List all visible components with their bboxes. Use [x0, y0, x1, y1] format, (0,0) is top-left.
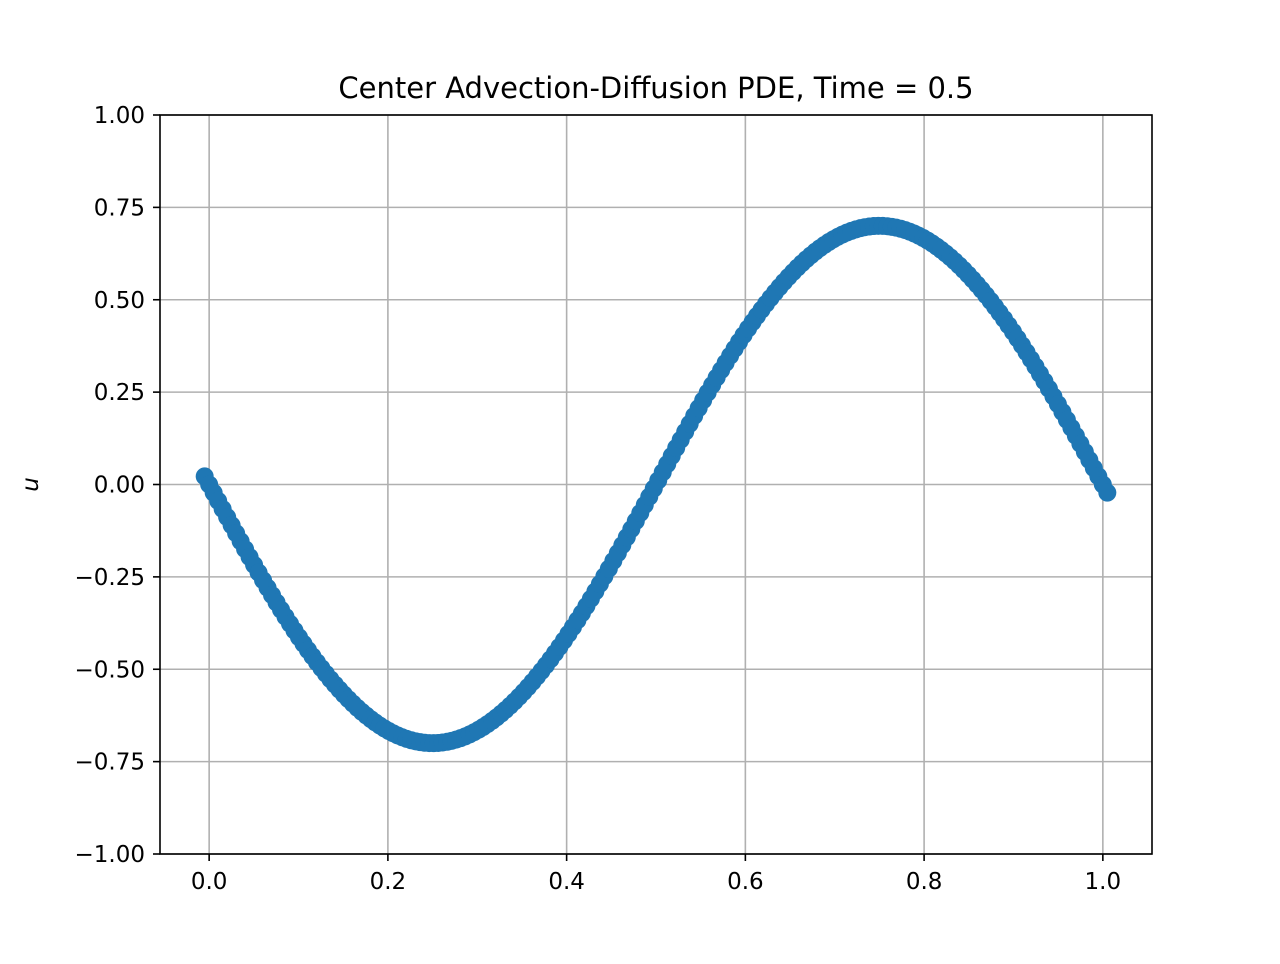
x-tick-label: 0.2 — [370, 869, 407, 895]
y-tick-label: −0.25 — [75, 565, 145, 591]
y-tick-label: 0.00 — [94, 473, 145, 499]
x-tick-label: 0.0 — [191, 869, 228, 895]
y-tick-label: 0.50 — [94, 288, 145, 314]
data-point — [1098, 483, 1117, 502]
y-tick-label: −0.75 — [75, 750, 145, 776]
y-tick-label: 0.75 — [94, 195, 145, 221]
y-tick-label: −0.50 — [75, 657, 145, 683]
chart-title: Center Advection-Diffusion PDE, Time = 0… — [338, 71, 973, 105]
x-tick-label: 0.4 — [548, 869, 585, 895]
y-tick-label: −1.00 — [75, 842, 145, 868]
points-layer — [195, 216, 1117, 753]
y-tick-label: 0.25 — [94, 380, 145, 406]
y-axis-label: u — [18, 477, 44, 492]
x-tick-label: 0.6 — [727, 869, 764, 895]
x-tick-label: 1.0 — [1085, 869, 1122, 895]
y-tick-label: 1.00 — [94, 103, 145, 129]
ticks-layer: 0.0 0.2 0.4 0.6 0.8 1.0 −1.00 −0.75 −0.50 −0.25 0.… — [75, 103, 1122, 895]
x-tick-label: 0.8 — [906, 869, 943, 895]
